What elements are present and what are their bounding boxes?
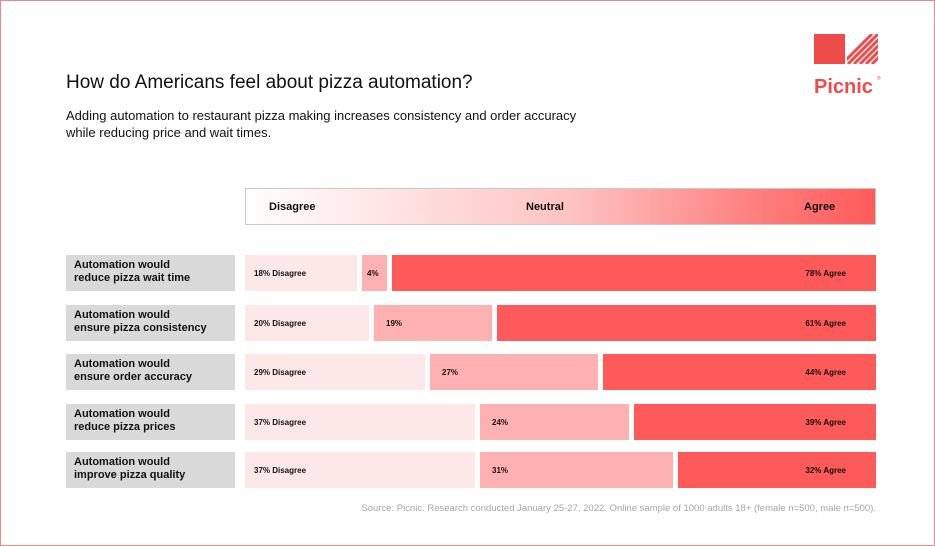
logo-registered-mark: ® <box>877 76 881 82</box>
row-label-line: Automation would <box>74 309 170 321</box>
picnic-logo-icon <box>814 34 878 64</box>
bar-agree: 44% Agree <box>603 354 876 390</box>
bar-neutral: 24% <box>480 404 629 440</box>
logo-wordmark: Picnic <box>814 76 873 98</box>
bar-neutral: 4% <box>362 255 387 291</box>
bar-neutral: 27% <box>430 354 598 390</box>
data-label-agree: 61% Agree <box>805 319 846 328</box>
row-label: Automation would ensure order accuracy <box>66 354 235 390</box>
data-label-agree: 44% Agree <box>805 368 846 377</box>
data-label-neutral: 24% <box>492 418 509 427</box>
bar-disagree: 37% Disagree <box>245 452 475 488</box>
scale-label-disagree: Disagree <box>269 201 316 213</box>
bar-disagree: 29% Disagree <box>245 354 425 390</box>
bar-agree: 78% Agree <box>392 255 876 291</box>
row-label-line: Automation would <box>74 358 170 370</box>
bar-agree: 39% Agree <box>634 404 876 440</box>
data-label-disagree: 37% Disagree <box>254 418 307 427</box>
data-label-neutral: 27% <box>442 368 459 377</box>
row-label-line: reduce pizza prices <box>74 421 176 433</box>
row-label-line: ensure pizza consistency <box>74 322 207 334</box>
bar-disagree: 18% Disagree <box>245 255 357 291</box>
bar-disagree: 37% Disagree <box>245 404 475 440</box>
data-label-neutral: 31% <box>492 466 509 475</box>
data-label-disagree: 37% Disagree <box>254 466 307 475</box>
row-label-line: Automation would <box>74 259 170 271</box>
chart-subtitle: Adding automation to restaurant pizza ma… <box>66 108 577 140</box>
scale-label-agree: Agree <box>804 201 836 213</box>
data-label-agree: 39% Agree <box>805 418 846 427</box>
row-label: Automation would ensure pizza consistency <box>66 305 235 341</box>
row-label-line: ensure order accuracy <box>74 371 193 383</box>
data-label-agree: 78% Agree <box>805 269 846 278</box>
row-label: Automation would reduce pizza wait time <box>66 255 235 291</box>
source-note: Source: Picnic. Research conducted Janua… <box>361 503 876 514</box>
row-label: Automation would improve pizza quality <box>66 452 235 488</box>
chart-title: How do Americans feel about pizza automa… <box>66 72 473 93</box>
bar-agree: 61% Agree <box>497 305 876 341</box>
row-label-line: improve pizza quality <box>74 469 186 481</box>
data-label-agree: 32% Agree <box>805 466 846 475</box>
data-label-disagree: 29% Disagree <box>254 368 307 377</box>
bar-neutral: 31% <box>480 452 673 488</box>
bar-agree: 32% Agree <box>678 452 876 488</box>
data-label-disagree: 18% Disagree <box>254 269 307 278</box>
row-label: Automation would reduce pizza prices <box>66 404 235 440</box>
data-label-neutral: 19% <box>386 319 403 328</box>
bar-neutral: 19% <box>374 305 492 341</box>
row-label-line: reduce pizza wait time <box>74 272 191 284</box>
bar-disagree: 20% Disagree <box>245 305 369 341</box>
agreement-scale-legend: Disagree Neutral Agree <box>245 188 876 225</box>
scale-label-neutral: Neutral <box>526 201 564 213</box>
picnic-logo: Picnic ® <box>814 34 881 98</box>
data-label-disagree: 20% Disagree <box>254 319 307 328</box>
row-label-line: Automation would <box>74 408 170 420</box>
row-label-line: Automation would <box>74 456 170 468</box>
data-label-neutral: 4% <box>367 269 379 278</box>
